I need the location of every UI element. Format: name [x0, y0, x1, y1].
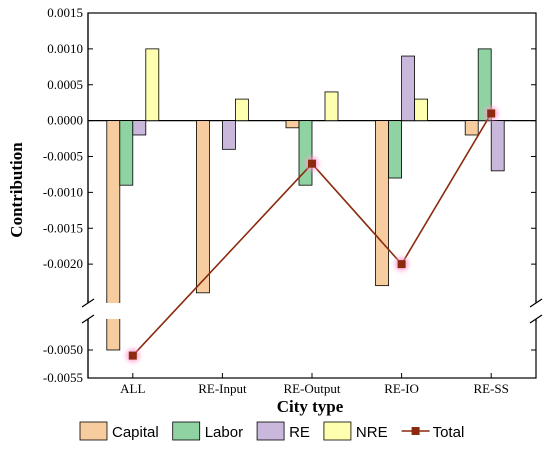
y-tick-label: -0.0055: [43, 370, 83, 385]
y-tick-label: 0.0005: [47, 77, 83, 92]
bar-nre-all: [145, 48, 160, 122]
legend-label-nre: NRE: [356, 424, 388, 441]
bar-capital-re-output: [285, 120, 300, 129]
y-tick-label: -0.0005: [43, 149, 83, 164]
legend-label-re: RE: [289, 424, 310, 441]
x-tick-label: RE-Input: [198, 381, 247, 396]
legend-swatch-re: [256, 421, 285, 441]
bar-nre-re-io: [414, 98, 429, 122]
x-axis-title: City type: [277, 397, 344, 416]
legend-swatch-nre: [323, 421, 352, 441]
bar-labor-re-io: [388, 120, 403, 179]
x-tick-label: RE-Output: [283, 381, 340, 396]
plot-area: 0.0015 0.0010 0.0005 0.0000 -0.0005 -0.0010 -0…: [43, 5, 543, 396]
legend-label-labor: Labor: [205, 424, 243, 441]
y-tick-label: 0.0010: [47, 41, 83, 56]
total-line: [132, 113, 492, 357]
bar-labor-re-ss: [477, 48, 492, 122]
axis-break-gap: [82, 303, 542, 319]
bar-capital-re-ss: [464, 120, 479, 136]
y-tick-label: -0.0050: [43, 342, 83, 357]
legend-label-total: Total: [433, 424, 465, 441]
bar-capital-re-io: [375, 120, 390, 287]
total-marker: [308, 159, 316, 168]
bar-re-all: [132, 120, 147, 136]
y-tick-label: 0.0015: [47, 5, 83, 20]
legend-swatch-labor: [172, 421, 201, 441]
x-tick-label: ALL: [120, 381, 145, 396]
total-marker: [487, 109, 496, 118]
legend-swatch-capital: [79, 421, 108, 441]
bar-capital-re-input: [195, 120, 210, 294]
legend: Capital Labor RE NRE Total: [79, 421, 465, 441]
total-marker: [128, 351, 137, 360]
y-tick-label: -0.0015: [43, 220, 83, 235]
x-tick-label: RE-SS: [473, 381, 508, 396]
total-marker: [397, 260, 406, 269]
y-axis-title: Contribution: [7, 142, 26, 238]
legend-label-capital: Capital: [112, 424, 159, 441]
bar-capital-all: [106, 120, 121, 351]
bar-re-re-ss: [490, 120, 505, 172]
bar-labor-all: [119, 120, 134, 186]
bar-nre-re-input: [234, 98, 249, 122]
y-tick-label: 0.0000: [47, 113, 83, 128]
bar-re-re-io: [401, 55, 416, 122]
x-tick-label: RE-IO: [384, 381, 419, 396]
bar-nre-re-output: [324, 91, 339, 122]
y-tick-label: -0.0020: [43, 256, 83, 271]
legend-marker-total: [411, 427, 420, 435]
bar-re-re-input: [221, 120, 236, 150]
y-tick-label: -0.0010: [43, 184, 83, 199]
